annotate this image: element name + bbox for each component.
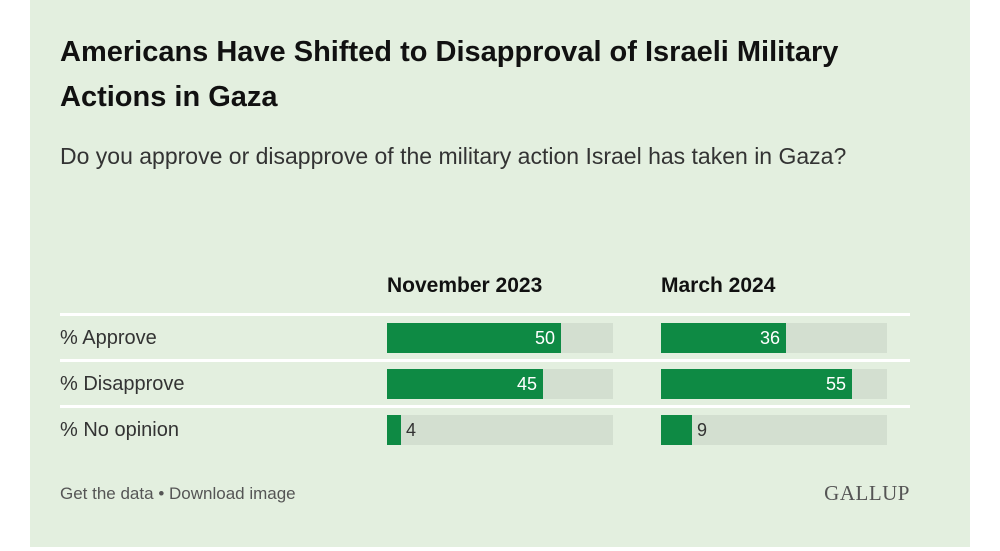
get-data-link[interactable]: Get the data xyxy=(60,484,154,503)
bar-track: 55 xyxy=(661,369,887,399)
footer-links: Get the data • Download image xyxy=(60,484,296,504)
download-image-link[interactable]: Download image xyxy=(169,484,296,503)
data-label: 50 xyxy=(534,328,555,348)
data-label: 36 xyxy=(759,328,780,348)
row-divider xyxy=(60,313,910,316)
footer-separator: • xyxy=(158,484,165,503)
bar xyxy=(387,323,561,353)
category-label: % Approve xyxy=(60,327,157,349)
bar-track: 4 xyxy=(387,415,613,445)
column-header-2: March 2024 xyxy=(661,274,776,297)
bar xyxy=(661,323,786,353)
column-header-1: November 2023 xyxy=(387,274,543,297)
bar-track: 9 xyxy=(661,415,887,445)
bar xyxy=(387,415,401,445)
chart-title: Americans Have Shifted to Disapproval of… xyxy=(60,36,839,113)
chart-subtitle: Do you approve or disapprove of the mili… xyxy=(60,143,847,169)
bar xyxy=(387,369,543,399)
category-label: % No opinion xyxy=(60,419,179,441)
category-label: % Disapprove xyxy=(60,373,185,395)
bar xyxy=(661,369,852,399)
data-label: 45 xyxy=(516,374,537,394)
chart-card xyxy=(30,0,970,547)
gallup-logo: GALLUP xyxy=(824,481,910,505)
bar-track: 36 xyxy=(661,323,887,353)
data-label: 9 xyxy=(697,420,708,440)
data-label: 4 xyxy=(406,420,417,440)
row-divider xyxy=(60,405,910,408)
bar xyxy=(661,415,692,445)
bar-track: 50 xyxy=(387,323,613,353)
data-label: 55 xyxy=(825,374,846,394)
bar-track: 45 xyxy=(387,369,613,399)
row-divider xyxy=(60,359,910,362)
